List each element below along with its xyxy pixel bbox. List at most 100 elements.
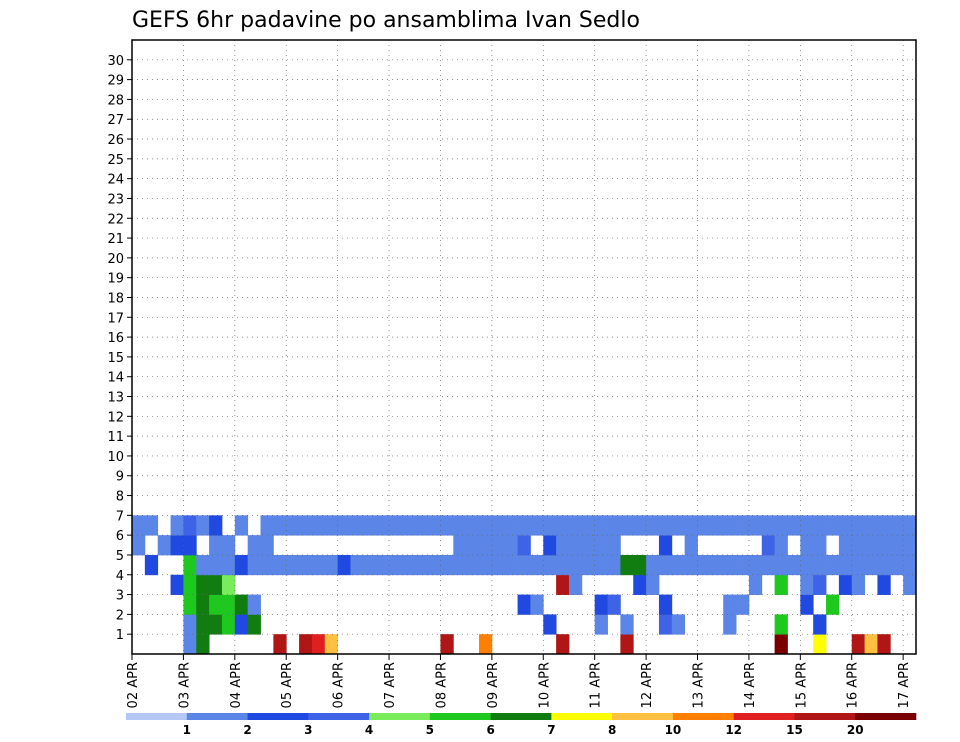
heatmap-cell	[427, 515, 441, 536]
heatmap-cell	[838, 515, 853, 536]
heatmap-cell	[504, 515, 518, 536]
heatmap-cell	[864, 554, 878, 576]
heatmap-cell	[209, 515, 223, 536]
heatmap-cell	[787, 515, 801, 536]
colorbar-label: 20	[847, 723, 864, 737]
y-tick-label: 25	[107, 153, 124, 168]
heatmap-cell	[299, 515, 313, 536]
heatmap-cell	[401, 515, 416, 536]
heatmap-cell	[196, 515, 210, 536]
heatmap-cell	[581, 535, 596, 556]
colorbar-swatch	[308, 713, 370, 720]
heatmap-cell	[337, 554, 351, 576]
colorbar-swatch	[855, 713, 917, 720]
x-tick-label: 03 APR	[177, 662, 192, 708]
y-tick-label: 22	[107, 212, 124, 227]
x-tick-label: 14 APR	[743, 662, 758, 708]
heatmap-cell	[684, 515, 698, 536]
heatmap-cell	[568, 554, 583, 576]
x-tick-label: 07 APR	[383, 662, 398, 708]
heatmap-cell	[851, 634, 865, 655]
heatmap-cell	[221, 535, 236, 556]
heatmap-cell	[389, 554, 403, 576]
y-tick-label: 26	[107, 133, 124, 148]
heatmap-cell	[530, 554, 544, 576]
x-tick-label: 16 APR	[846, 662, 861, 708]
heatmap-cell	[479, 634, 493, 655]
heatmap-cell	[826, 515, 840, 536]
heatmap-cell	[838, 535, 853, 556]
heatmap-cell	[517, 535, 531, 556]
colorbar-swatch	[551, 713, 613, 720]
x-tick-label: 09 APR	[486, 662, 501, 708]
heatmap-cell	[273, 554, 287, 576]
heatmap-cell	[646, 515, 660, 536]
heatmap-cell	[813, 535, 827, 556]
heatmap-cell	[234, 614, 249, 635]
colorbar-label: 15	[786, 723, 803, 737]
heatmap-cell	[209, 594, 223, 615]
heatmap-cell	[440, 634, 454, 655]
heatmap-cell	[453, 535, 467, 556]
heatmap-cell	[813, 574, 827, 595]
heatmap-cell	[903, 554, 917, 576]
heatmap-cell	[299, 634, 313, 655]
heatmap-cell	[491, 535, 506, 556]
heatmap-cell	[543, 554, 557, 576]
heatmap-cell	[723, 554, 737, 576]
y-tick-label: 23	[107, 192, 124, 207]
x-tick-label: 04 APR	[229, 662, 244, 708]
y-tick-label: 2	[116, 608, 124, 623]
heatmap-cell	[890, 554, 904, 576]
heatmap-cell	[890, 515, 904, 536]
heatmap-cell	[196, 594, 210, 615]
x-axis: 02 APR 03 APR 04 APR 05 APR 06 APR 07 APR 08 A…	[126, 654, 912, 708]
y-tick-label: 20	[107, 252, 124, 267]
x-tick-label: 12 APR	[640, 662, 655, 708]
colorbar-swatch	[186, 713, 248, 720]
heatmap-cell	[517, 554, 531, 576]
heatmap-cell	[658, 614, 673, 635]
y-tick-label: 11	[107, 430, 124, 445]
heatmap-cell	[491, 515, 506, 536]
x-tick-label: 06 APR	[332, 662, 347, 708]
y-tick-label: 15	[107, 351, 124, 366]
heatmap-cell	[620, 515, 634, 536]
y-tick-label: 8	[116, 490, 124, 505]
heatmap-cell	[556, 634, 570, 655]
heatmap-cell	[543, 535, 557, 556]
heatmap-cell	[273, 634, 287, 655]
heatmap-cell	[658, 594, 673, 615]
colorbar-label: 12	[725, 723, 742, 737]
heatmap-cell	[389, 515, 403, 536]
heatmap-cell	[736, 594, 750, 615]
heatmap-cell	[466, 515, 480, 536]
heatmap-cell	[851, 554, 865, 576]
heatmap-cell	[144, 515, 159, 536]
heatmap-cell	[311, 634, 326, 655]
y-tick-label: 7	[116, 509, 124, 524]
heatmap-cell	[183, 634, 197, 655]
heatmap-cell	[183, 574, 197, 595]
heatmap-cell	[697, 515, 711, 536]
heatmap-cell	[568, 515, 583, 536]
colorbar-swatch	[247, 713, 309, 720]
heatmap-cell	[363, 515, 377, 536]
x-tick-label: 10 APR	[537, 662, 552, 708]
heatmap-cell	[209, 554, 223, 576]
heatmap-cell	[221, 574, 236, 595]
heatmap-cell	[414, 554, 428, 576]
heatmap-cell	[260, 535, 274, 556]
heatmap-cell	[440, 515, 454, 536]
heatmap-cell	[196, 614, 210, 635]
heatmap-cell	[170, 535, 184, 556]
heatmap-cell	[620, 554, 634, 576]
heatmap-cell	[864, 634, 878, 655]
heatmap-cell	[658, 515, 673, 536]
heatmap-cell	[568, 535, 583, 556]
heatmap-cell	[736, 515, 750, 536]
y-tick-label: 9	[116, 470, 124, 485]
heatmap-cell	[517, 515, 531, 536]
heatmap-cell	[877, 535, 891, 556]
y-tick-label: 27	[107, 113, 124, 128]
